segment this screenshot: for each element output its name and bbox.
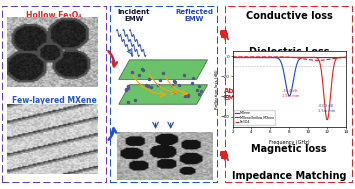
Text: Hollow Fe₃O₄: Hollow Fe₃O₄ xyxy=(26,11,82,20)
MXene/hollow MXene xyxy=(325,119,329,121)
MXene/hollow MXene xyxy=(312,56,317,58)
Line: Fe3O4: Fe3O4 xyxy=(233,57,346,60)
Text: -39.4 dB
1.5m mm: -39.4 dB 1.5m mm xyxy=(282,89,299,98)
Polygon shape xyxy=(119,85,207,104)
Text: Impedance Matching: Impedance Matching xyxy=(232,171,346,181)
Text: Conductive loss: Conductive loss xyxy=(246,11,332,21)
Polygon shape xyxy=(119,60,207,79)
Fe3O4 xyxy=(230,56,235,58)
MXene/hollow MXene xyxy=(267,56,272,58)
MXene xyxy=(313,57,317,59)
MXene/hollow MXene xyxy=(230,56,235,58)
MXene xyxy=(230,57,235,59)
Text: -63.3 dB
1.5m mm: -63.3 dB 1.5m mm xyxy=(318,105,335,113)
MXene/hollow MXene xyxy=(302,56,306,58)
Fe3O4 xyxy=(313,59,317,61)
MXene/hollow MXene xyxy=(313,56,317,59)
Fe3O4 xyxy=(267,56,272,58)
Text: Few-layered MXene: Few-layered MXene xyxy=(12,96,97,105)
Text: Magnetic loss: Magnetic loss xyxy=(251,144,327,154)
Fe3O4 xyxy=(344,56,348,58)
MXene xyxy=(287,95,291,97)
Line: MXene/hollow MXene: MXene/hollow MXene xyxy=(233,57,346,120)
Y-axis label: Reflection loss (dB): Reflection loss (dB) xyxy=(215,69,219,109)
Fe3O4 xyxy=(244,56,248,58)
MXene/hollow MXene xyxy=(275,56,280,58)
MXene xyxy=(275,57,280,59)
Text: Dielectric Loss: Dielectric Loss xyxy=(249,46,329,57)
MXene xyxy=(302,57,306,59)
MXene xyxy=(244,57,248,59)
Legend: MXene, MXene/hollow MXene, Fe3O4: MXene, MXene/hollow MXene, Fe3O4 xyxy=(234,110,275,125)
Text: Transmitted
EMW: Transmitted EMW xyxy=(143,132,185,143)
MXene xyxy=(313,57,317,59)
MXene xyxy=(344,57,348,59)
X-axis label: Frequency (GHz): Frequency (GHz) xyxy=(269,140,310,145)
MXene xyxy=(267,57,272,59)
Text: Absorbed
EMW: Absorbed EMW xyxy=(224,88,262,101)
Fe3O4 xyxy=(275,56,280,58)
MXene/hollow MXene xyxy=(344,56,348,58)
Fe3O4 xyxy=(312,59,317,61)
Text: Reflected
EMW: Reflected EMW xyxy=(175,9,213,22)
Line: MXene: MXene xyxy=(233,58,346,96)
Fe3O4 xyxy=(316,59,320,62)
Text: Incident
EMW: Incident EMW xyxy=(118,9,150,22)
Fe3O4 xyxy=(302,58,306,60)
MXene/hollow MXene xyxy=(244,56,248,58)
